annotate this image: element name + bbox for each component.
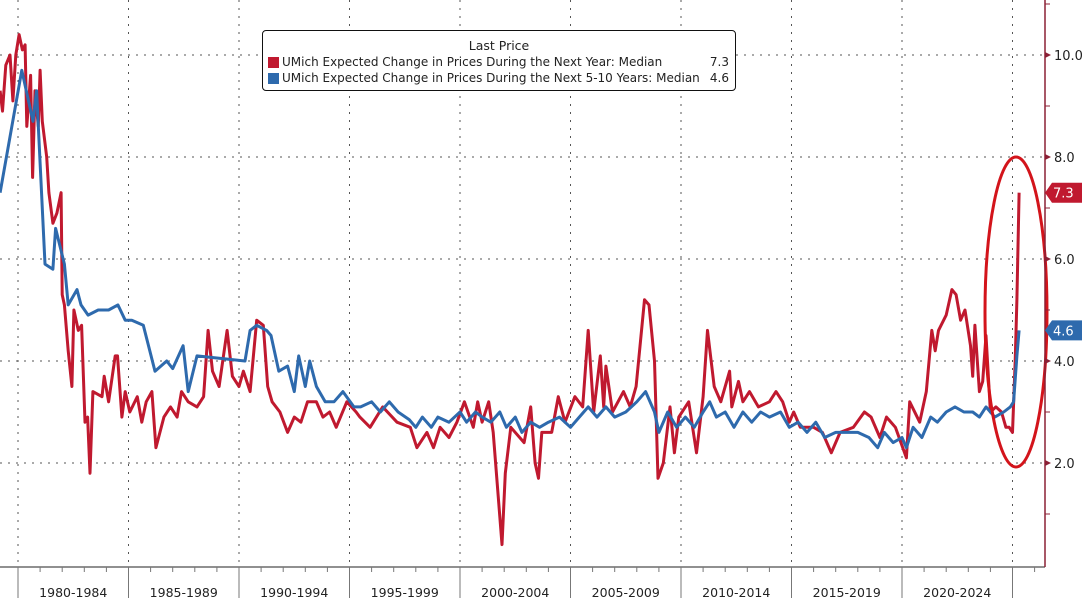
y-tick-label: 6.0 bbox=[1054, 253, 1075, 268]
y-tick-marker bbox=[1045, 52, 1051, 58]
series-lines bbox=[0, 33, 1021, 547]
x-tick-label: 1990-1994 bbox=[260, 585, 328, 598]
last-value-badge-blue bbox=[1045, 320, 1082, 341]
y-tick-label: 8.0 bbox=[1054, 151, 1075, 166]
legend: Last Price UMich Expected Change in Pric… bbox=[262, 30, 736, 91]
last-value-badge-red bbox=[1045, 182, 1082, 203]
legend-item-5-10-years: UMich Expected Change in Prices During t… bbox=[263, 70, 735, 86]
x-tick-label: 2020-2024 bbox=[923, 585, 991, 598]
y-tick-marker bbox=[1045, 358, 1051, 364]
y-tick-label: 4.0 bbox=[1054, 355, 1075, 370]
x-tick-label: 2010-2014 bbox=[702, 585, 770, 598]
legend-last-value: 4.6 bbox=[709, 71, 729, 85]
highlight-ellipse bbox=[983, 155, 1049, 469]
x-tick-label: 1995-1999 bbox=[371, 585, 439, 598]
gridlines bbox=[0, 0, 1045, 567]
x-tick-label: 2015-2019 bbox=[813, 585, 881, 598]
y-tick-marker bbox=[1045, 256, 1051, 262]
y-tick-label: 10.0 bbox=[1054, 49, 1082, 64]
legend-header: Last Price bbox=[468, 38, 530, 53]
legend-last-value: 7.3 bbox=[709, 55, 729, 69]
legend-item-next-year: UMich Expected Change in Prices During t… bbox=[263, 54, 735, 70]
legend-label: UMich Expected Change in Prices During t… bbox=[282, 71, 700, 85]
y-tick-marker bbox=[1045, 460, 1051, 466]
x-tick-label: 2005-2009 bbox=[592, 585, 660, 598]
series-line-next-year bbox=[0, 33, 1021, 547]
x-tick-label: 1985-1989 bbox=[150, 585, 218, 598]
x-tick-label: 1980-1984 bbox=[39, 585, 107, 598]
legend-label: UMich Expected Change in Prices During t… bbox=[282, 55, 663, 69]
series-line-5-10-years bbox=[0, 68, 1021, 450]
legend-swatch-blue bbox=[268, 72, 279, 84]
y-tick-label: 2.0 bbox=[1054, 457, 1075, 472]
legend-swatch-red bbox=[268, 56, 279, 68]
y-tick-marker bbox=[1045, 154, 1051, 160]
last-value-label: 7.3 bbox=[1053, 187, 1074, 202]
x-tick-label: 2000-2004 bbox=[481, 585, 549, 598]
last-value-label: 4.6 bbox=[1053, 324, 1074, 339]
